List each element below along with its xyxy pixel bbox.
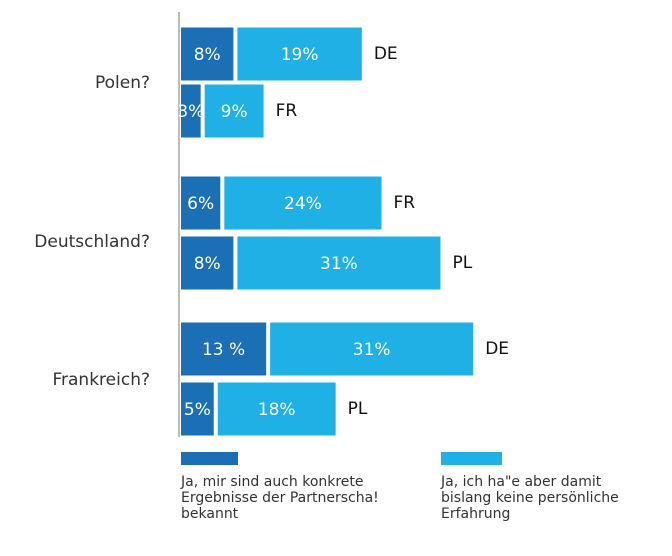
legend-label: Ja, mir sind auch konkrete Ergebnisse de…: [181, 474, 379, 522]
legend-label: Ja, ich ha"e aber damit bislang keine pe…: [441, 474, 619, 522]
bar-segment: [204, 84, 264, 138]
row-label: FR: [394, 193, 416, 213]
value-label: 8%: [194, 254, 221, 274]
value-label: 13 %: [202, 340, 245, 360]
bar-segment: [237, 236, 441, 290]
row-label: FR: [276, 101, 298, 121]
value-label: 24%: [284, 194, 322, 214]
value-label: 5%: [184, 400, 211, 420]
category-label: Frankreich?: [52, 370, 150, 390]
value-label: 6%: [187, 194, 214, 214]
category-label: Polen?: [95, 73, 150, 93]
row-label: DE: [374, 44, 398, 64]
category-label: Deutschland?: [34, 232, 150, 252]
value-label: 9%: [221, 102, 248, 122]
bar-segment: [181, 236, 234, 290]
value-label: 19%: [281, 45, 319, 65]
bar-segment: [217, 382, 336, 436]
bar-segment: [181, 84, 201, 138]
legend-swatch: [441, 452, 502, 465]
bar-segment: [224, 176, 382, 230]
row-label: PL: [348, 399, 368, 419]
value-label: 8%: [194, 45, 221, 65]
legend-swatch: [181, 452, 238, 465]
bar-segment: [270, 322, 474, 376]
value-label: 3%: [177, 102, 204, 122]
bar-segment: [181, 322, 267, 376]
value-label: 31%: [320, 254, 358, 274]
value-label: 31%: [353, 340, 391, 360]
bar-segment: [181, 176, 221, 230]
value-label: 18%: [258, 400, 296, 420]
bar-segment: [181, 27, 234, 81]
row-label: PL: [452, 253, 472, 273]
row-label: DE: [485, 339, 509, 359]
bar-segment: [181, 382, 214, 436]
bar-segment: [237, 27, 362, 81]
